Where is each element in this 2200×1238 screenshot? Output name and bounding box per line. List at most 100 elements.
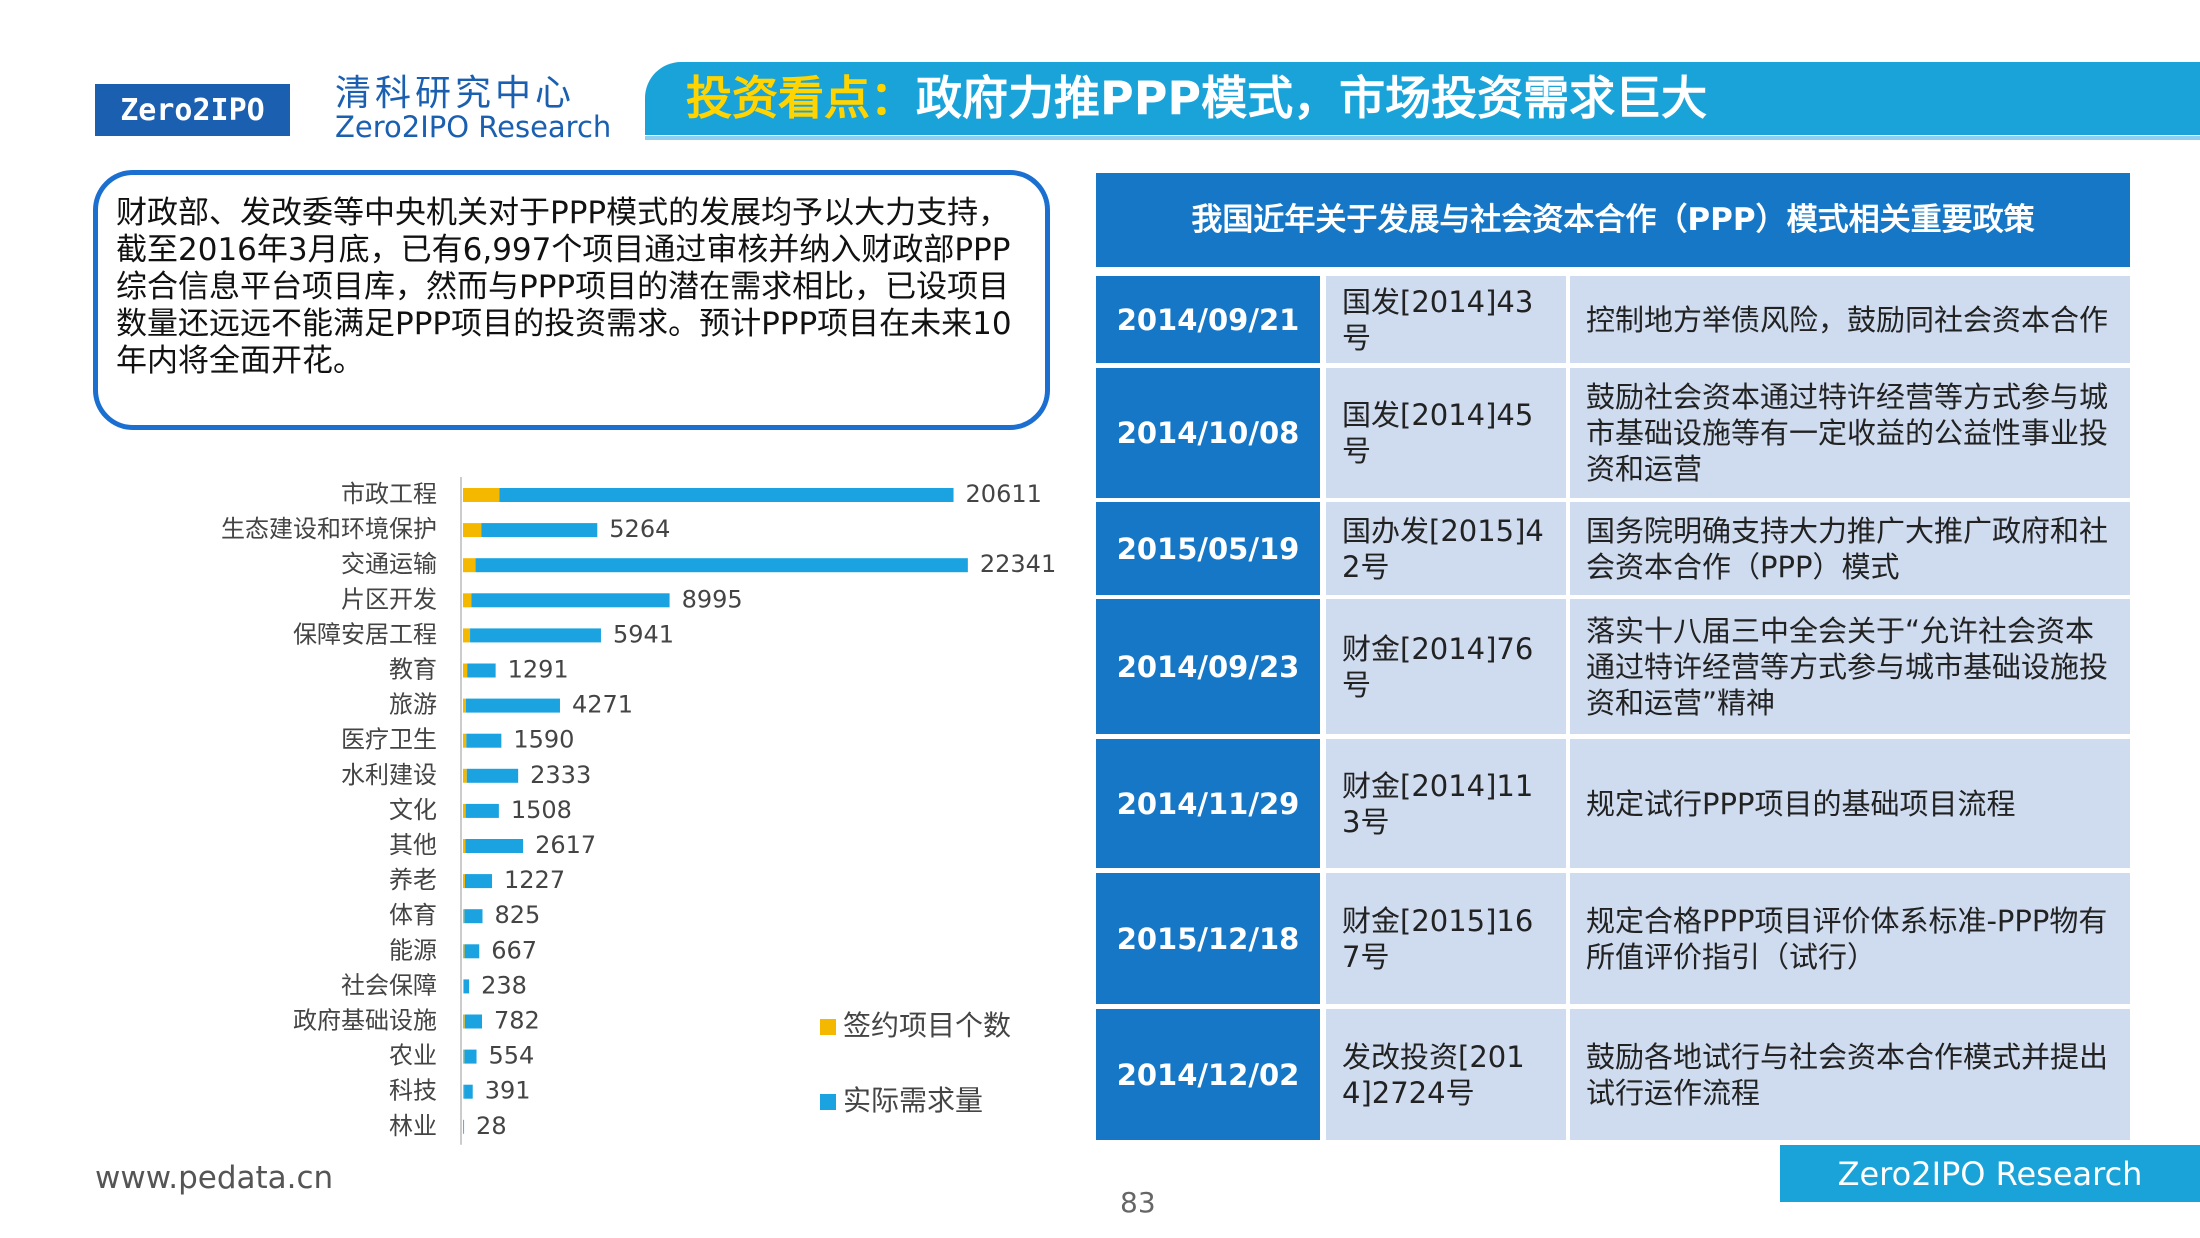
bar-segment	[465, 698, 560, 713]
bar-segment	[463, 1084, 465, 1099]
policy-date: 2014/09/23	[1096, 599, 1320, 734]
y-tick-label: 林业	[389, 1112, 437, 1140]
summary: 财政部、发改委等中央机关对于PPP模式的发展均予以大力支持，截至2016年3月底…	[93, 170, 1050, 430]
bar-segment	[499, 488, 954, 502]
value-label: 28	[476, 1112, 507, 1140]
value-label: 2333	[530, 761, 591, 789]
page-number: 83	[1120, 1186, 1156, 1219]
title-rule	[645, 136, 2200, 140]
bar-segment	[464, 874, 493, 889]
policy-date: 2015/05/19	[1096, 502, 1320, 595]
bar-segment	[463, 1049, 465, 1064]
bar-segment	[463, 488, 500, 502]
bar-segment	[463, 558, 476, 573]
bar-segment	[465, 839, 524, 853]
value-label: 554	[489, 1042, 535, 1070]
bar-segment	[481, 523, 598, 538]
y-tick-label: 医疗卫生	[341, 726, 437, 754]
bar-segment	[464, 1084, 473, 1099]
value-label: 667	[491, 936, 537, 964]
y-tick-label: 文化	[389, 796, 437, 824]
bar-segment	[463, 803, 466, 818]
bar-segment	[463, 628, 471, 643]
value-label: 4271	[572, 691, 633, 719]
legend-label: 签约项目个数	[843, 1009, 1011, 1042]
footer-brand: Zero2IPO Research	[1780, 1145, 2200, 1202]
bar-segment	[463, 1119, 465, 1134]
value-label: 20611	[966, 480, 1042, 508]
y-tick-label: 市政工程	[341, 480, 437, 508]
policy-doc: 财金[2015]167号	[1326, 873, 1566, 1004]
value-label: 5941	[613, 620, 674, 648]
y-tick-label: 社会保障	[341, 971, 437, 999]
value-label: 782	[494, 1007, 540, 1035]
value-label: 825	[495, 901, 541, 929]
bar-segment	[463, 944, 465, 959]
bar-segment	[463, 663, 468, 678]
bar-segment	[466, 768, 519, 783]
value-label: 22341	[980, 550, 1056, 578]
policy-desc: 落实十八届三中全会关于“允许社会资本通过特许经营等方式参与城市基础设施投资和运营…	[1570, 599, 2130, 734]
bar-segment	[463, 523, 482, 538]
y-tick-label: 保障安居工程	[293, 620, 437, 648]
org-cn: 清科研究中心	[335, 73, 576, 114]
chart: 市政工程 20611 生态建设和环境保护 5264 交通运输 22341 片区开发 8995 保…	[221, 477, 1056, 1145]
title-bar	[645, 62, 2200, 135]
value-label: 238	[481, 971, 527, 999]
policy-desc: 规定试行PPP项目的基础项目流程	[1570, 739, 2130, 868]
policy-desc: 规定合格PPP项目评价体系标准-PPP物有所值评价指引（试行）	[1570, 873, 2130, 1004]
bar-segment	[463, 698, 466, 713]
y-tick-label: 农业	[389, 1042, 437, 1070]
bar-segment	[471, 593, 670, 608]
policy-desc: 鼓励各地试行与社会资本合作模式并提出试行运作流程	[1570, 1009, 2130, 1140]
policy-doc: 国发[2014]45号	[1326, 368, 1566, 498]
bar-segment	[463, 768, 467, 783]
policy-desc: 国务院明确支持大力推广大推广政府和社会资本合作（PPP）模式	[1570, 502, 2130, 595]
y-tick-label: 能源	[389, 936, 437, 964]
value-label: 5264	[609, 515, 670, 543]
bar-segment	[467, 663, 496, 678]
bar-segment	[463, 839, 466, 853]
policy-doc: 财金[2014]76号	[1326, 599, 1566, 734]
value-label: 1227	[504, 866, 565, 894]
policy-desc: 控制地方举债风险，鼓励同社会资本合作	[1570, 276, 2130, 363]
y-tick-label: 养老	[389, 866, 437, 894]
table-header: 我国近年关于发展与社会资本合作（PPP）模式相关重要政策	[1096, 173, 2130, 267]
value-label: 1291	[508, 656, 569, 684]
value-label: 391	[485, 1077, 531, 1105]
legend-swatch	[820, 1094, 836, 1110]
bar-segment	[466, 733, 502, 748]
bar-segment	[463, 979, 464, 994]
title-text: 政府力推PPP模式，市场投资需求巨大	[916, 71, 1708, 125]
value-label: 1508	[511, 796, 572, 824]
title: 投资看点：政府力推PPP模式，市场投资需求巨大	[686, 68, 1707, 128]
policy-date: 2014/11/29	[1096, 739, 1320, 868]
legend-label: 实际需求量	[843, 1084, 983, 1117]
y-tick-label: 交通运输	[341, 550, 437, 578]
y-tick-label: 教育	[389, 656, 437, 684]
bar-segment	[464, 909, 483, 924]
y-tick-label: 其他	[389, 831, 437, 859]
policy-doc: 财金[2014]113号	[1326, 739, 1566, 868]
value-label: 2617	[535, 831, 596, 859]
policy-date: 2014/12/02	[1096, 1009, 1320, 1140]
bar-segment	[464, 1014, 482, 1029]
y-tick-label: 体育	[389, 901, 437, 929]
bar-segment	[463, 593, 472, 608]
policy-date: 2014/10/08	[1096, 368, 1320, 498]
policy-doc: 国发[2014]43号	[1326, 276, 1566, 363]
value-label: 1590	[513, 726, 574, 754]
bar-segment	[463, 874, 465, 889]
y-tick-label: 片区开发	[341, 585, 437, 613]
bar-segment	[463, 1014, 465, 1029]
title-highlight: 投资看点：	[686, 71, 916, 125]
bar-segment	[464, 1049, 477, 1064]
bar-segment	[465, 803, 499, 818]
value-label: 8995	[682, 585, 743, 613]
policy-desc: 鼓励社会资本通过特许经营等方式参与城市基础设施等有一定收益的公益性事业投资和运营	[1570, 368, 2130, 498]
bar-segment	[463, 909, 465, 924]
y-tick-label: 政府基础设施	[293, 1007, 437, 1035]
y-tick-label: 科技	[389, 1077, 437, 1105]
policy-date: 2014/09/21	[1096, 276, 1320, 363]
